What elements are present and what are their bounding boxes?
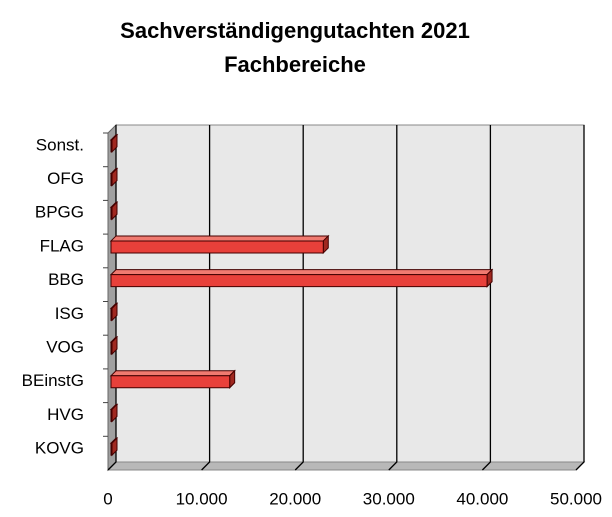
- y-tick-label: BPGG: [35, 203, 84, 222]
- bar: [109, 268, 494, 288]
- grid-line: [481, 125, 492, 471]
- x-tick-label: 20.000: [269, 489, 321, 508]
- bar: [109, 403, 119, 423]
- grid-line: [575, 125, 585, 471]
- bar-front: [110, 408, 113, 422]
- x-tick-label: 50.000: [550, 489, 602, 508]
- bar: [109, 335, 119, 356]
- bar-front: [110, 173, 113, 187]
- grid-line: [388, 125, 398, 471]
- floor: [106, 461, 586, 471]
- bar: [109, 436, 119, 457]
- x-tick-label: 10.000: [176, 489, 228, 508]
- chart-subtitle: Fachbereiche: [224, 52, 366, 77]
- bar-top: [109, 370, 236, 377]
- bar-top: [109, 269, 494, 276]
- y-tick-label: VOG: [46, 338, 84, 357]
- bar: [109, 369, 236, 389]
- y-tick-label: ISG: [55, 304, 84, 323]
- bar-front: [110, 240, 324, 254]
- bar: [109, 167, 119, 187]
- y-tick-label: HVG: [47, 405, 84, 424]
- y-tick-label: BEinstG: [22, 371, 84, 390]
- bar-front: [110, 375, 231, 389]
- back-wall: [115, 124, 585, 463]
- bar: [109, 302, 119, 322]
- chart-title: Sachverständigengutachten 2021: [120, 18, 470, 43]
- bar-front: [110, 442, 113, 456]
- bar-front: [110, 274, 488, 288]
- y-tick-label: FLAG: [40, 236, 84, 255]
- bar-top: [109, 235, 330, 242]
- y-tick-label: KOVG: [35, 439, 84, 458]
- bar: [109, 133, 119, 154]
- bar: [109, 201, 119, 221]
- y-tick-label: BBG: [48, 270, 84, 289]
- bar-front: [110, 206, 113, 220]
- x-tick-label: 30.000: [363, 489, 415, 508]
- x-tick-label: 0: [103, 489, 112, 508]
- bar-front: [110, 341, 113, 355]
- bar-front: [110, 307, 113, 321]
- y-tick-label: Sonst.: [36, 135, 84, 154]
- x-tick-label: 40.000: [456, 489, 508, 508]
- bar: [109, 234, 330, 255]
- y-tick-label: OFG: [47, 169, 84, 188]
- bar-front: [110, 139, 113, 153]
